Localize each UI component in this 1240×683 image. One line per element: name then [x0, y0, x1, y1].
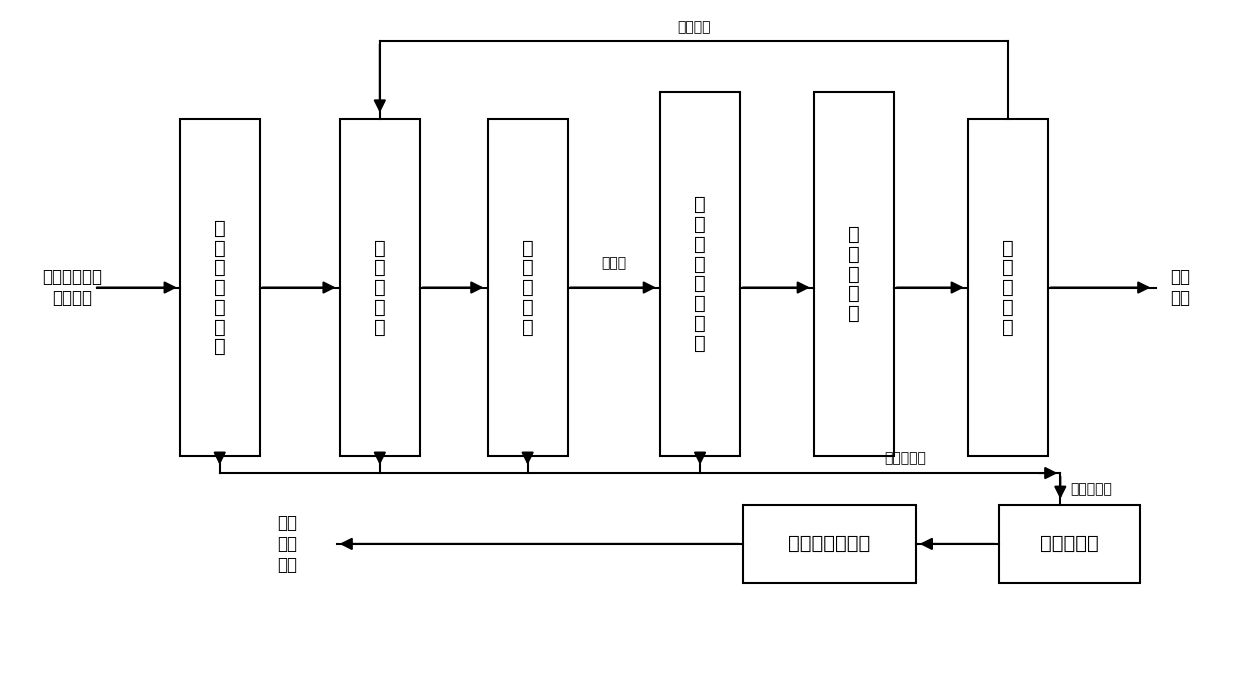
- Text: 废气
达标
排放: 废气 达标 排放: [278, 514, 298, 574]
- Text: 达标
出水: 达标 出水: [1171, 268, 1190, 307]
- Bar: [743, 505, 915, 583]
- Text: 医院废水（含
粪便等）: 医院废水（含 粪便等）: [42, 268, 102, 307]
- Text: 密
闭
式
紫
外
消
毒
器: 密 闭 式 紫 外 消 毒 器: [694, 195, 706, 352]
- Bar: [968, 119, 1048, 456]
- Text: 二
氧
化
氯
消
毒
池: 二 氧 化 氯 消 毒 池: [213, 219, 226, 357]
- Text: 深
度
消
毒
池: 深 度 消 毒 池: [1002, 238, 1014, 337]
- Text: 活性炭吸附设备: 活性炭吸附设备: [789, 534, 870, 553]
- Text: 多
级
生
化
池: 多 级 生 化 池: [848, 225, 859, 323]
- Text: 等离子设备: 等离子设备: [1040, 534, 1099, 553]
- Text: 收集的废气: 收集的废气: [884, 451, 926, 465]
- Bar: [813, 92, 894, 456]
- Bar: [660, 92, 740, 456]
- Bar: [487, 119, 568, 456]
- Text: 剩余污泥: 剩余污泥: [677, 20, 711, 35]
- Text: 切割泵: 切割泵: [601, 257, 626, 270]
- Bar: [180, 119, 259, 456]
- Text: 三
格
化
粪
池: 三 格 化 粪 池: [374, 238, 386, 337]
- Text: 收集的废气: 收集的废气: [1070, 482, 1112, 496]
- Text: 废
水
调
节
池: 废 水 调 节 池: [522, 238, 533, 337]
- Bar: [998, 505, 1141, 583]
- Bar: [340, 119, 420, 456]
